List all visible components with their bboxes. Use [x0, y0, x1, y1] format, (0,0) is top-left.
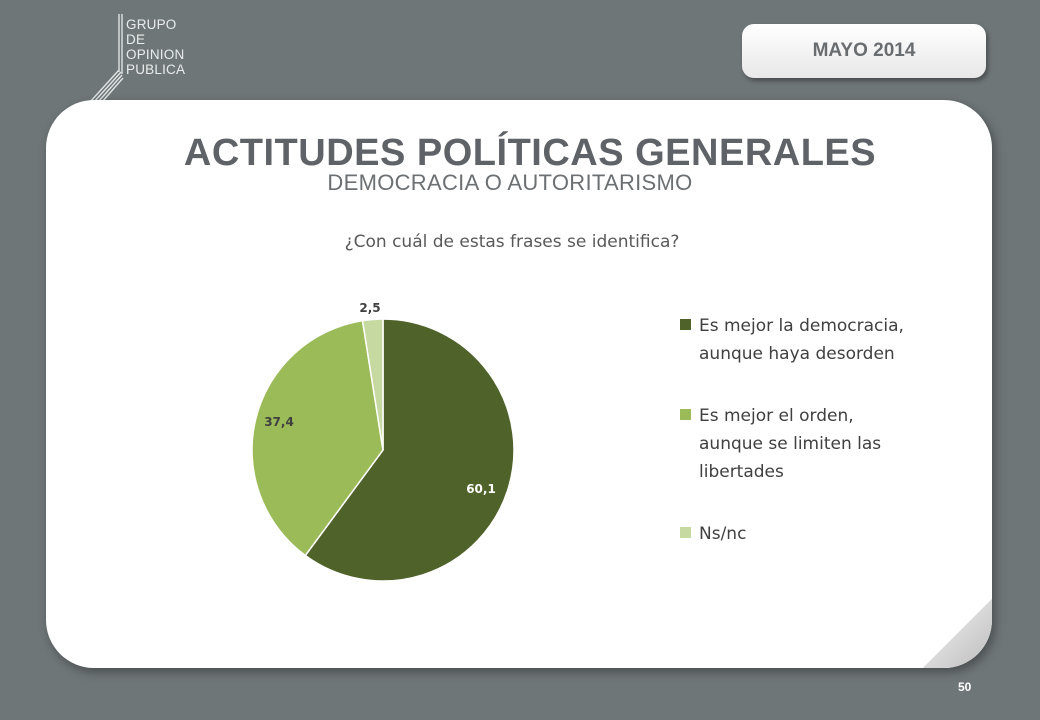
logo-line: OPINION: [126, 47, 185, 62]
legend-label: Ns/nc: [699, 524, 747, 544]
legend-swatch: [680, 319, 691, 330]
legend-label: Es mejor la democracia, aunque haya deso…: [699, 316, 904, 364]
legend-item: Es mejor el orden, aunque se limiten las…: [680, 402, 980, 486]
date-label: MAYO 2014: [812, 40, 916, 61]
slide-title: ACTITUDES POLÍTICAS GENERALES: [183, 132, 877, 174]
logo-line: GRUPO: [126, 17, 177, 32]
legend-item: Es mejor la democracia, aunque haya deso…: [680, 312, 980, 368]
logo-line: DE: [126, 32, 146, 47]
chart-title: ¿Con cuál de estas frases se identifica?: [344, 232, 680, 252]
legend-swatch: [680, 409, 691, 420]
legend-swatch: [680, 527, 691, 538]
logo-graphic: [89, 14, 124, 103]
logo-line: PUBLICA: [126, 62, 186, 77]
page-curl: [922, 598, 992, 668]
chart-legend: Es mejor la democracia, aunque haya deso…: [680, 312, 980, 548]
page-number: 50: [958, 680, 972, 694]
slide-subtitle: DEMOCRACIA O AUTORITARISMO: [327, 170, 693, 195]
logo-text: GRUPO DE OPINION PUBLICA: [126, 17, 185, 77]
content-card: [46, 100, 992, 668]
legend-item: Ns/nc: [680, 520, 980, 548]
legend-label: Es mejor el orden, aunque se limiten las…: [699, 406, 882, 482]
date-tab: MAYO 2014: [742, 24, 986, 78]
